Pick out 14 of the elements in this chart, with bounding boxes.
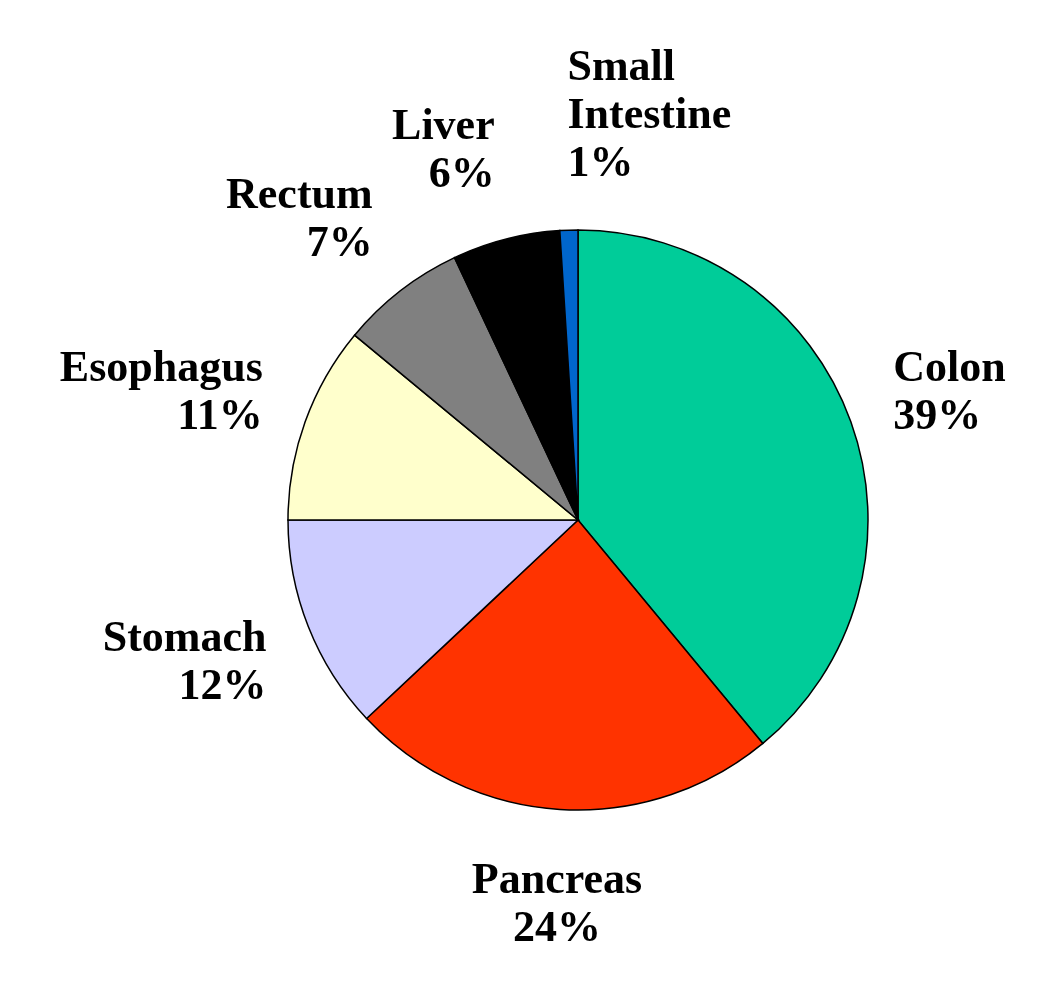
data-label: 1%	[567, 136, 634, 186]
data-label: 7%	[306, 216, 373, 266]
slice-label: Esophagus	[59, 341, 263, 391]
slice-label: Small Intestine	[567, 40, 732, 138]
slice-label: Liver	[392, 100, 495, 150]
data-label: 12%	[178, 660, 267, 710]
slice-label: Colon	[893, 341, 1006, 391]
slice-label: Pancreas	[471, 853, 643, 903]
data-label: 24%	[512, 901, 601, 951]
slice-label: Rectum	[226, 168, 373, 218]
data-label: 39%	[893, 389, 982, 439]
data-label: 11%	[177, 389, 263, 439]
data-label: 6%	[428, 148, 495, 198]
slice-label: Stomach	[102, 612, 267, 662]
